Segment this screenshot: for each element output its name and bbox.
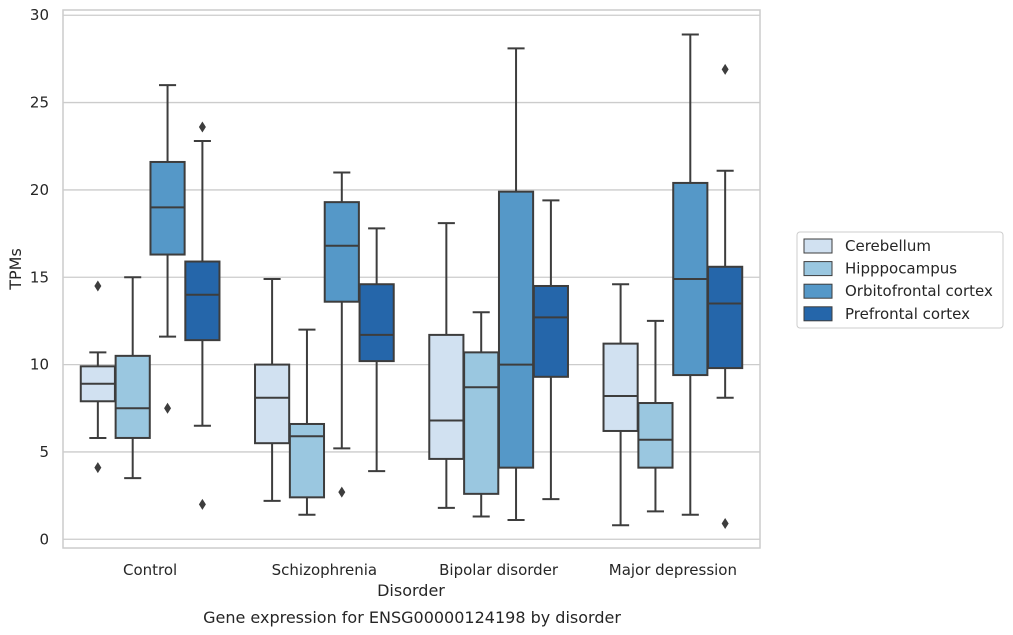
legend-label: Cerebellum <box>845 237 931 255</box>
boxplot-orbitofrontal-cortex <box>672 33 709 516</box>
box <box>707 265 744 370</box>
boxplot-hipppocampus <box>463 311 500 518</box>
outlier-point <box>721 63 729 75</box>
box <box>428 333 465 460</box>
outlier-point <box>198 498 206 510</box>
outlier-point <box>94 462 102 474</box>
y-tick-labels: 0 5 10 15 20 25 30 <box>30 6 49 548</box>
boxplot-orbitofrontal-cortex <box>149 84 186 414</box>
box <box>602 342 639 432</box>
legend-swatch <box>803 238 833 254</box>
legend-swatch <box>803 261 833 277</box>
box <box>323 201 360 303</box>
box <box>114 354 151 439</box>
box <box>463 351 500 495</box>
boxplot-orbitofrontal-cortex <box>323 171 360 498</box>
y-tick-label: 30 <box>30 6 49 24</box>
boxplot-cerebellum <box>428 222 465 509</box>
boxplot-hipppocampus <box>288 328 326 516</box>
x-tick-label: Schizophrenia <box>272 561 377 579</box>
outlier-point <box>721 518 729 530</box>
y-tick-label: 5 <box>39 443 49 461</box>
boxplot-cerebellum <box>79 280 116 474</box>
box <box>184 260 221 342</box>
x-tick-label: Bipolar disorder <box>439 561 559 579</box>
box <box>254 363 291 445</box>
x-tick-label: Major depression <box>609 561 737 579</box>
legend: Cerebellum Hipppocampus Orbitofrontal cort… <box>796 231 1004 329</box>
boxplot-hipppocampus <box>114 276 151 480</box>
legend-label: Hipppocampus <box>845 260 957 278</box>
boxplot-prefrontal-cortex <box>532 199 569 501</box>
chart-caption: Gene expression for ENSG00000124198 by d… <box>203 608 621 627</box>
y-tick-label: 15 <box>30 268 49 286</box>
legend-label: Orbitofrontal cortex <box>845 282 993 300</box>
outlier-point <box>94 280 102 292</box>
x-tick-labels: Control Schizophrenia Bipolar disorder Majo… <box>123 561 737 579</box>
y-tick-label: 20 <box>30 181 49 199</box>
box <box>497 190 535 469</box>
box <box>637 402 674 469</box>
outlier-point <box>198 121 206 133</box>
boxplot-orbitofrontal-cortex <box>497 47 535 522</box>
legend-frame <box>796 231 1004 329</box>
y-tick-label: 10 <box>30 356 49 374</box>
boxplot-prefrontal-cortex <box>707 63 744 530</box>
boxplot-prefrontal-cortex <box>358 227 395 473</box>
box <box>358 283 395 363</box>
y-tick-label: 25 <box>30 94 49 112</box>
outlier-point <box>164 402 172 414</box>
y-axis-label: TPMs <box>6 248 25 291</box>
outlier-point <box>338 486 346 498</box>
boxplot-hipppocampus <box>637 319 674 513</box>
box <box>532 284 569 378</box>
x-axis-label: Disorder <box>377 581 445 600</box>
plot-frame <box>62 9 761 549</box>
x-tick-label: Control <box>123 561 177 579</box>
boxplots <box>79 33 744 530</box>
legend-swatch <box>803 306 833 322</box>
legend-swatch <box>803 283 833 299</box>
boxplot-cerebellum <box>254 278 291 502</box>
box <box>288 422 326 499</box>
boxplot-cerebellum <box>602 283 639 527</box>
legend-label: Prefrontal cortex <box>845 305 970 323</box>
y-tick-label: 0 <box>39 530 49 548</box>
boxplot-prefrontal-cortex <box>184 121 221 510</box>
